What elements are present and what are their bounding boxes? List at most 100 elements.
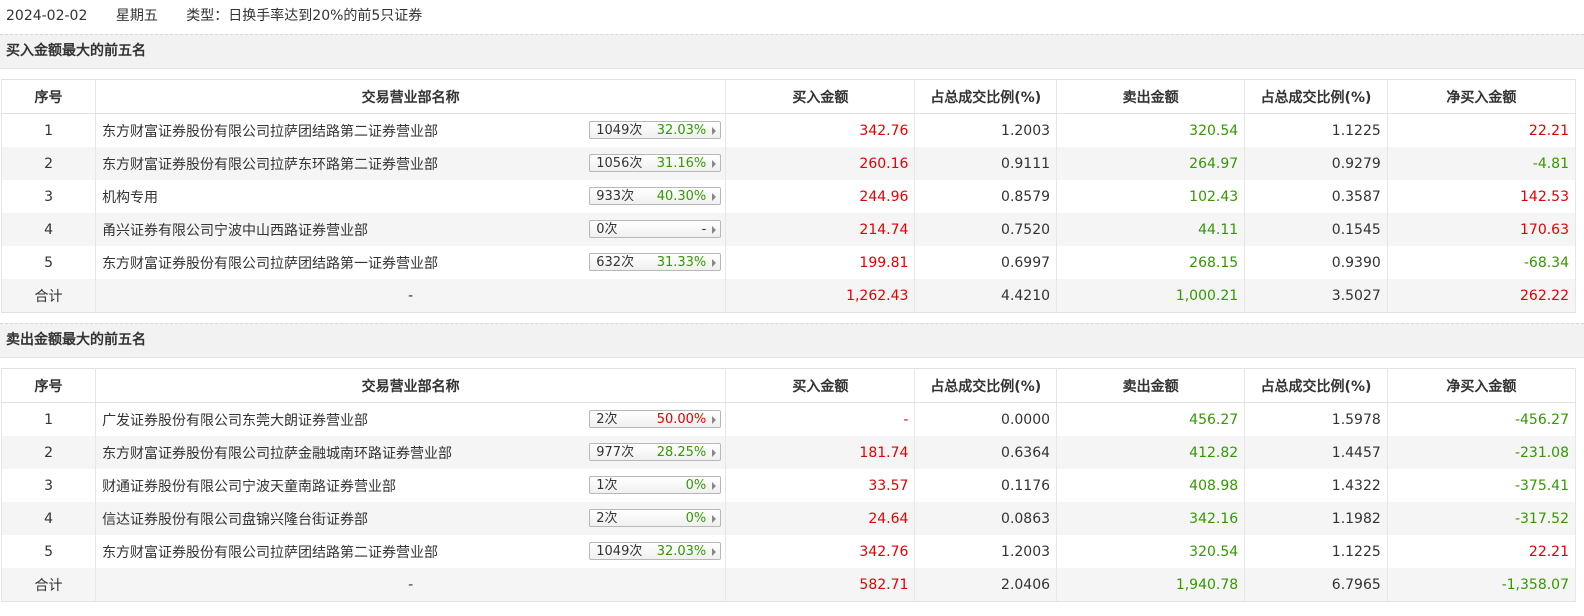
broker-stats-badge[interactable]: 0次 -: [589, 220, 722, 238]
sections-container: 买入金额最大的前五名 序号 交易营业部名称 买入金额 占总成交比例(%) 卖出金额 占总成…: [0, 34, 1584, 602]
buy-amount: 199.81: [725, 246, 916, 279]
buy-ratio: 0.8579: [914, 180, 1058, 213]
broker-stats-badge[interactable]: 2次 0%: [589, 509, 722, 527]
row-index: 5: [0, 535, 97, 568]
buy-ratio: 0.0863: [914, 502, 1058, 535]
row-index: 4: [0, 502, 97, 535]
buy-ratio: 1.2003: [914, 535, 1058, 568]
net-buy-amount: -456.27: [1386, 402, 1577, 436]
win-rate: 0%: [685, 478, 707, 493]
listing-count: 1056次: [596, 156, 643, 171]
broker-stats-badge[interactable]: 1049次 32.03%: [589, 121, 722, 139]
table-row: 5 东方财富证券股份有限公司拉萨团结路第二证券营业部 1049次 32.03% 342.…: [0, 535, 1577, 568]
triangle-right-icon: [712, 259, 717, 267]
broker-name-cell: 甬兴证券有限公司宁波中山西路证券营业部 0次 -: [95, 213, 727, 246]
sell-amount: 44.11: [1056, 213, 1246, 246]
triangle-right-icon: [712, 193, 717, 201]
total-sell-ratio: 6.7965: [1244, 568, 1388, 602]
buy-amount: 342.76: [725, 113, 916, 147]
col-broker-name-header: 交易营业部名称: [95, 79, 727, 114]
broker-name: 广发证券股份有限公司东莞大朗证券营业部: [102, 412, 369, 429]
table-row: 4 信达证券股份有限公司盘锦兴隆台街证券部 2次 0% 24.64 0.0863 342.1…: [0, 502, 1577, 535]
broker-name: 财通证券股份有限公司宁波天童南路证券营业部: [102, 478, 397, 495]
sell-amount: 268.15: [1056, 246, 1246, 279]
triangle-right-icon: [712, 416, 717, 424]
sell-amount: 102.43: [1056, 180, 1246, 213]
buy-amount: 342.76: [725, 535, 916, 568]
table-header-row: 序号 交易营业部名称 买入金额 占总成交比例(%) 卖出金额 占总成交比例(%) 净买入金额: [0, 368, 1577, 403]
win-rate: 40.30%: [656, 189, 707, 204]
sell-ratio: 1.5978: [1244, 402, 1388, 436]
broker-stats-badge[interactable]: 933次 40.30%: [589, 187, 722, 205]
broker-stats-badge[interactable]: 1056次 31.16%: [589, 154, 722, 172]
total-sell-amount: 1,940.78: [1056, 568, 1246, 602]
total-row: 合计 -582.71 2.0406 1,940.78 6.7965 -1,358.07: [0, 568, 1577, 602]
total-net-buy-amount: 262.22: [1386, 279, 1577, 313]
net-buy-amount: 22.21: [1386, 113, 1577, 147]
total-buy-amount: 1,262.43: [725, 279, 916, 313]
table-row: 1 东方财富证券股份有限公司拉萨团结路第二证券营业部 1049次 32.03% 342.…: [0, 113, 1577, 147]
total-buy-ratio: 2.0406: [914, 568, 1058, 602]
win-rate: 31.33%: [656, 255, 707, 270]
table-row: 2 东方财富证券股份有限公司拉萨东环路第二证券营业部 1056次 31.16% 260.…: [0, 147, 1577, 180]
broker-name-cell: 东方财富证券股份有限公司拉萨团结路第二证券营业部 1049次 32.03%: [95, 535, 727, 568]
total-row: 合计 -1,262.43 4.4210 1,000.21 3.5027 262.22: [0, 279, 1577, 313]
sell-ratio: 0.1545: [1244, 213, 1388, 246]
win-rate: 0%: [685, 511, 707, 526]
broker-table: 序号 交易营业部名称 买入金额 占总成交比例(%) 卖出金额 占总成交比例(%) 净买入金额…: [0, 79, 1577, 313]
net-buy-amount: -231.08: [1386, 436, 1577, 469]
total-net-buy-amount: -1,358.07: [1386, 568, 1577, 602]
broker-stats-badge[interactable]: 1次 0%: [589, 476, 722, 494]
total-name: -: [95, 568, 727, 602]
buy-amount: 260.16: [725, 147, 916, 180]
table-row: 1 广发证券股份有限公司东莞大朗证券营业部 2次 50.00% -0.0000 456.2…: [0, 402, 1577, 436]
listing-count: 977次: [596, 445, 635, 460]
broker-name-cell: 东方财富证券股份有限公司拉萨团结路第二证券营业部 1049次 32.03%: [95, 113, 727, 147]
listing-count: 2次: [596, 412, 618, 427]
listing-count: 1049次: [596, 544, 643, 559]
top-info-bar: 2024-02-02 星期五 类型：日换手率达到20%的前5只证券: [0, 0, 1584, 34]
sell-amount: 320.54: [1056, 113, 1246, 147]
sell-ratio: 1.4457: [1244, 436, 1388, 469]
table-row: 5 东方财富证券股份有限公司拉萨团结路第一证券营业部 632次 31.33% 199.8…: [0, 246, 1577, 279]
row-index: 2: [0, 147, 97, 180]
broker-name: 东方财富证券股份有限公司拉萨团结路第二证券营业部: [102, 123, 439, 140]
weekday: 星期五: [115, 8, 158, 24]
listing-count: 1049次: [596, 123, 643, 138]
broker-stats-badge[interactable]: 632次 31.33%: [589, 253, 722, 271]
triangle-right-icon: [712, 515, 717, 523]
buy-ratio: 0.7520: [914, 213, 1058, 246]
col-sell-amount-header: 卖出金额: [1056, 79, 1246, 114]
section-spacer: [0, 313, 1584, 323]
table-header-row: 序号 交易营业部名称 买入金额 占总成交比例(%) 卖出金额 占总成交比例(%) 净买入金额: [0, 79, 1577, 114]
net-buy-amount: -68.34: [1386, 246, 1577, 279]
col-sell-amount-header: 卖出金额: [1056, 368, 1246, 403]
net-buy-amount: 170.63: [1386, 213, 1577, 246]
broker-stats-badge[interactable]: 2次 50.00%: [589, 410, 722, 428]
col-index-header: 序号: [0, 368, 97, 403]
broker-name: 机构专用: [102, 189, 159, 206]
sell-ratio: 0.9279: [1244, 147, 1388, 180]
section-title: 卖出金额最大的前五名: [0, 323, 1584, 358]
table-row: 3 机构专用 933次 40.30% 244.96 0.8579 102.43 0.3587 1…: [0, 180, 1577, 213]
net-buy-amount: -317.52: [1386, 502, 1577, 535]
broker-name: 东方财富证券股份有限公司拉萨东环路第二证券营业部: [102, 156, 439, 173]
broker-name-cell: 东方财富证券股份有限公司拉萨团结路第一证券营业部 632次 31.33%: [95, 246, 727, 279]
sell-amount: 408.98: [1056, 469, 1246, 502]
sell-ratio: 0.9390: [1244, 246, 1388, 279]
broker-name-cell: 机构专用 933次 40.30%: [95, 180, 727, 213]
buy-ratio: 0.6364: [914, 436, 1058, 469]
broker-name-cell: 广发证券股份有限公司东莞大朗证券营业部 2次 50.00%: [95, 402, 727, 436]
col-buy-ratio-header: 占总成交比例(%): [914, 368, 1058, 403]
table-row: 3 财通证券股份有限公司宁波天童南路证券营业部 1次 0% 33.57 0.1176 408…: [0, 469, 1577, 502]
sell-amount: 264.97: [1056, 147, 1246, 180]
win-rate: 32.03%: [656, 544, 707, 559]
win-rate: 28.25%: [656, 445, 707, 460]
broker-stats-badge[interactable]: 1049次 32.03%: [589, 542, 722, 560]
sell-ratio: 1.1982: [1244, 502, 1388, 535]
broker-name: 东方财富证券股份有限公司拉萨团结路第二证券营业部: [102, 544, 439, 561]
broker-stats-badge[interactable]: 977次 28.25%: [589, 443, 722, 461]
broker-name: 甬兴证券有限公司宁波中山西路证券营业部: [102, 222, 369, 239]
sell-ratio: 1.4322: [1244, 469, 1388, 502]
row-index: 5: [0, 246, 97, 279]
